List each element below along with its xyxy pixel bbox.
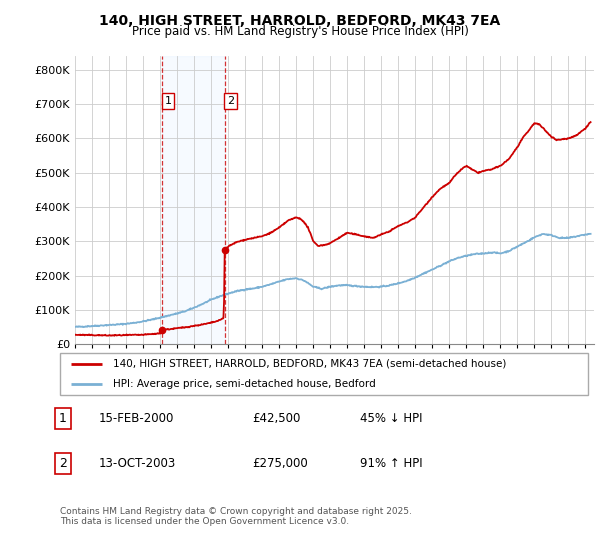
FancyBboxPatch shape [60, 353, 588, 395]
Text: Price paid vs. HM Land Registry's House Price Index (HPI): Price paid vs. HM Land Registry's House … [131, 25, 469, 38]
Text: 140, HIGH STREET, HARROLD, BEDFORD, MK43 7EA (semi-detached house): 140, HIGH STREET, HARROLD, BEDFORD, MK43… [113, 359, 506, 368]
Text: 13-OCT-2003: 13-OCT-2003 [99, 457, 176, 470]
Text: 2: 2 [227, 96, 234, 106]
Text: Contains HM Land Registry data © Crown copyright and database right 2025.
This d: Contains HM Land Registry data © Crown c… [60, 507, 412, 526]
Text: 91% ↑ HPI: 91% ↑ HPI [360, 457, 422, 470]
Text: HPI: Average price, semi-detached house, Bedford: HPI: Average price, semi-detached house,… [113, 379, 376, 389]
Text: 1: 1 [59, 412, 67, 425]
Text: 140, HIGH STREET, HARROLD, BEDFORD, MK43 7EA: 140, HIGH STREET, HARROLD, BEDFORD, MK43… [100, 14, 500, 28]
Bar [162, 56, 224, 344]
Text: 45% ↓ HPI: 45% ↓ HPI [360, 412, 422, 425]
Text: £42,500: £42,500 [252, 412, 301, 425]
Text: 15-FEB-2000: 15-FEB-2000 [99, 412, 175, 425]
Text: 2: 2 [59, 457, 67, 470]
Text: 1: 1 [164, 96, 172, 106]
Text: £275,000: £275,000 [252, 457, 308, 470]
